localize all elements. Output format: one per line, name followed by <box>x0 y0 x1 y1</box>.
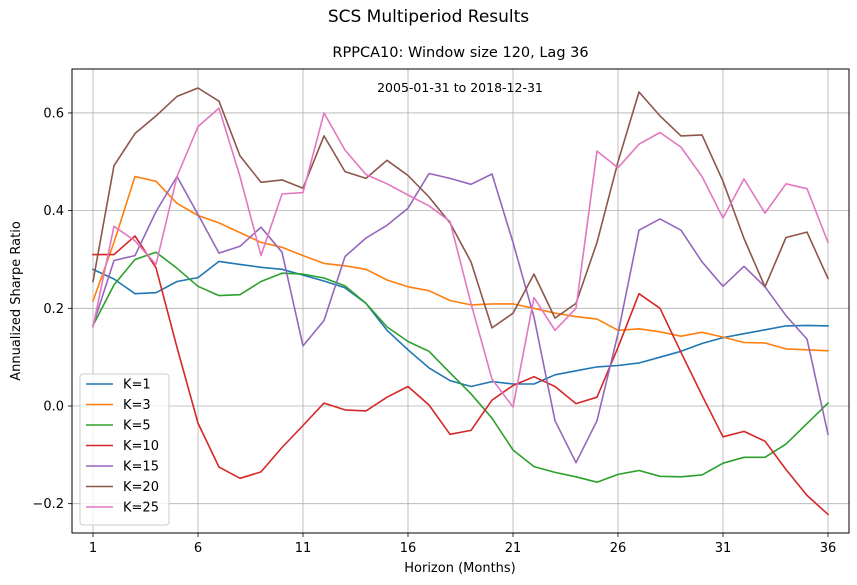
x-tick-label: 1 <box>89 541 97 556</box>
series-line-k-5 <box>91 251 830 484</box>
legend-label: K=15 <box>123 460 159 475</box>
ticks: 1 6 11 16 21 26 31 36−0.20.00.20.40.6 <box>32 106 836 556</box>
x-tick-label: 31 <box>715 541 732 556</box>
x-tick-label: 16 <box>400 541 417 556</box>
y-axis-label: Annualized Sharpe Ratio <box>9 221 24 381</box>
x-tick-label: 21 <box>505 541 522 556</box>
legend-label: K=25 <box>123 501 159 516</box>
y-tick-label: −0.2 <box>32 497 64 512</box>
legend-label: K=10 <box>123 439 159 454</box>
x-tick-label: 6 <box>194 541 202 556</box>
y-tick-label: 0.2 <box>43 302 64 317</box>
series-line-k-10 <box>92 235 830 516</box>
chart-title: RPPCA10: Window size 120, Lag 36 <box>332 45 589 61</box>
x-tick-label: 36 <box>820 541 837 556</box>
x-tick-label: 11 <box>295 541 312 556</box>
x-axis-label: Horizon (Months) <box>404 561 516 576</box>
series-line-k-20 <box>92 87 830 329</box>
figure-suptitle: SCS Multiperiod Results <box>327 7 530 27</box>
legend-label: K=5 <box>123 419 151 434</box>
series-lines <box>91 87 830 516</box>
series-line-k-3 <box>91 175 829 352</box>
plot-frame <box>71 68 850 534</box>
date-range-annotation: 2005-01-31 to 2018-12-31 <box>377 80 543 95</box>
y-tick-label: 0.4 <box>43 204 64 219</box>
y-tick-label: 0.0 <box>43 400 64 415</box>
x-tick-label: 26 <box>610 541 627 556</box>
y-tick-label: 0.6 <box>43 106 64 121</box>
legend-label: K=1 <box>123 378 151 393</box>
legend: K=1 K=3 K=5 K=10 K=15 K=20 K=25 <box>79 373 170 526</box>
legend-label: K=20 <box>123 480 159 495</box>
grid <box>72 69 849 533</box>
legend-label: K=3 <box>123 398 151 413</box>
series-line-k-25 <box>92 107 830 408</box>
series-line-k-15 <box>91 172 829 464</box>
